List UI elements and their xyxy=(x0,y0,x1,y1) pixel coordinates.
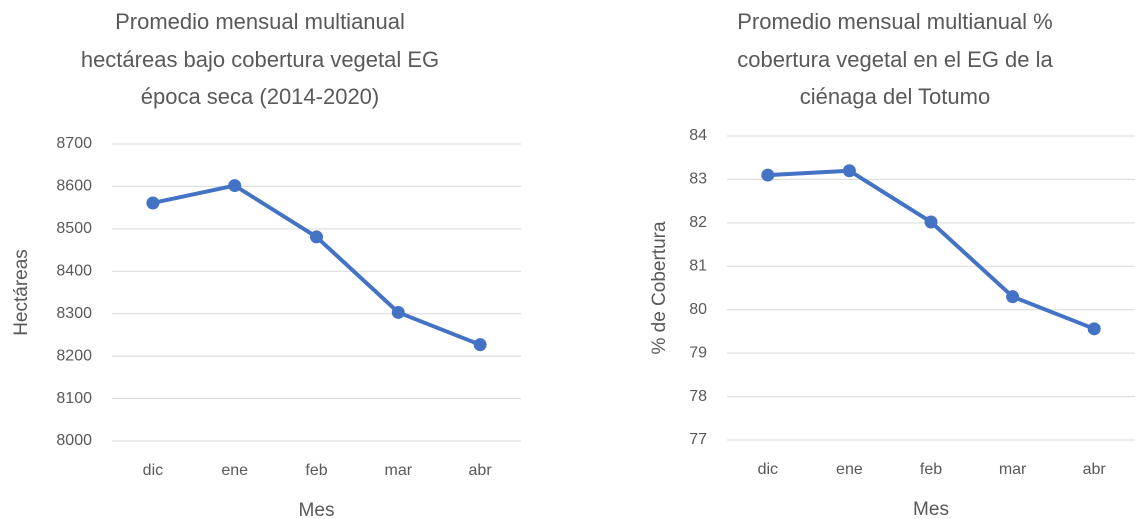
y-tick-label: 83 xyxy=(689,171,707,188)
y-tick-label: 80 xyxy=(689,301,707,318)
point xyxy=(924,215,938,229)
chart-title: hectáreas bajo cobertura vegetal EG xyxy=(81,47,439,72)
point xyxy=(761,168,775,182)
x-axis-title: Mes xyxy=(299,500,335,519)
x-tick-label: abr xyxy=(1083,461,1107,478)
y-axis-title: % de Cobertura xyxy=(649,221,670,355)
chart-title: Promedio mensual multianual % xyxy=(737,9,1053,34)
chart-title: ciénaga del Totumo xyxy=(800,84,990,109)
x-tick-label: mar xyxy=(999,461,1027,478)
y-tick-label: 79 xyxy=(689,344,707,361)
point xyxy=(1006,290,1020,304)
point xyxy=(310,230,323,244)
point xyxy=(146,196,160,210)
x-axis-title: Mes xyxy=(913,499,949,519)
y-tick-label: 81 xyxy=(689,258,707,275)
y-tick-label: 8700 xyxy=(56,135,92,152)
series-line xyxy=(765,168,1097,331)
point xyxy=(473,338,487,352)
y-tick-label: 8600 xyxy=(56,178,92,195)
x-tick-label: ene xyxy=(221,462,248,479)
chart-title: época seca (2014-2020) xyxy=(141,84,380,109)
x-tick-label: abr xyxy=(469,462,493,479)
y-tick-label: 8200 xyxy=(56,347,92,364)
x-tick-label: ene xyxy=(836,461,863,478)
series-line xyxy=(150,183,483,347)
y-tick-label: 8300 xyxy=(56,305,92,322)
y-tick-label: 8500 xyxy=(56,220,92,237)
x-tick-label: feb xyxy=(920,461,942,478)
chart-title: Promedio mensual multianual xyxy=(115,9,405,34)
x-tick-label: feb xyxy=(305,462,327,479)
point xyxy=(842,164,856,178)
y-tick-label: 78 xyxy=(689,388,707,405)
x-tick-label: dic xyxy=(758,461,778,478)
point xyxy=(1087,322,1101,336)
y-axis-title: Hectáreas xyxy=(11,249,32,336)
y-tick-label: 8100 xyxy=(56,390,92,407)
y-tick-label: 84 xyxy=(689,127,707,144)
y-tick-label: 82 xyxy=(689,214,707,231)
x-tick-label: mar xyxy=(385,462,413,479)
y-tick-label: 8400 xyxy=(56,263,92,280)
point xyxy=(228,179,242,193)
x-tick-label: dic xyxy=(143,462,163,479)
chart-title: cobertura vegetal en el EG de la xyxy=(737,47,1053,72)
y-tick-label: 77 xyxy=(689,431,707,448)
point xyxy=(391,305,405,319)
y-tick-label: 8000 xyxy=(56,432,92,449)
